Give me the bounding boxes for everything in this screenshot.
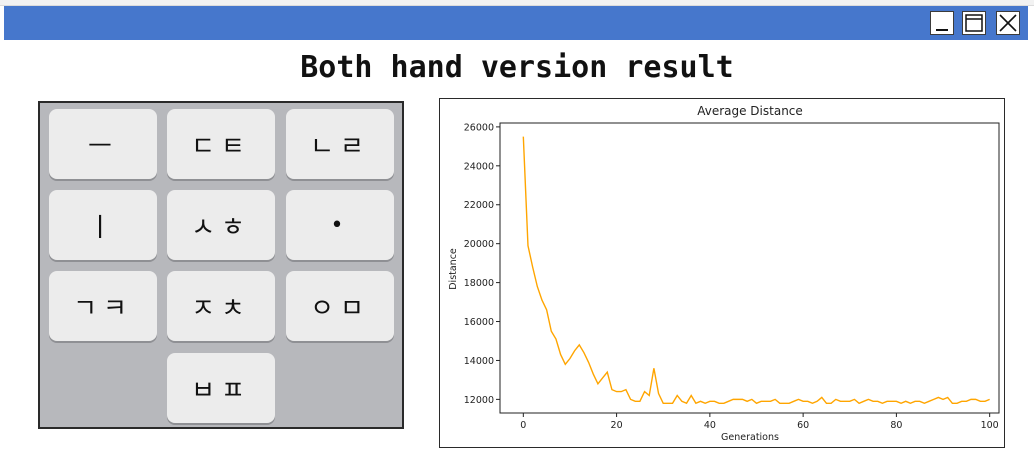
y-tick-label: 14000 — [464, 356, 494, 367]
x-tick-label: 80 — [890, 420, 902, 431]
window-titlebar — [4, 6, 1028, 40]
key-dot[interactable]: • — [286, 190, 394, 260]
top-edge — [0, 0, 1034, 6]
x-tick-label: 20 — [611, 420, 623, 431]
key-jieut-chieut[interactable]: ㅈㅊ — [167, 271, 275, 341]
key-eu[interactable]: ㅡ — [49, 109, 157, 179]
x-tick-label: 40 — [704, 420, 716, 431]
key-nieun-rieul[interactable]: ㄴㄹ — [286, 109, 394, 179]
y-tick-label: 18000 — [464, 278, 494, 289]
x-axis-label: Generations — [721, 432, 779, 443]
keyboard-panel: ㅡ ㄷㅌ ㄴㄹ ㅣ ㅅㅎ • ㄱㅋ ㅈㅊ ㅇㅁ ㅂㅍ — [38, 101, 404, 429]
series-line — [522, 136, 990, 405]
y-tick-label: 20000 — [464, 239, 494, 250]
x-tick-label: 100 — [981, 420, 999, 431]
close-button[interactable] — [996, 11, 1020, 35]
maximize-button[interactable] — [962, 11, 986, 35]
minimize-button[interactable] — [930, 11, 954, 35]
y-tick-label: 12000 — [464, 395, 494, 406]
chart-panel: Average Distance 12000 14000 16000 18000 200… — [439, 98, 1005, 448]
plot-area — [499, 122, 1000, 414]
close-icon — [999, 14, 1017, 32]
key-i[interactable]: ㅣ — [49, 190, 157, 260]
y-axis-label: Distance — [448, 248, 459, 290]
y-tick-label: 22000 — [464, 200, 494, 211]
key-giyeok-kieuk[interactable]: ㄱㅋ — [49, 271, 157, 341]
x-tick-label: 60 — [797, 420, 809, 431]
y-tick-label: 16000 — [464, 317, 494, 328]
key-digeut-tieut[interactable]: ㄷㅌ — [167, 109, 275, 179]
minimize-icon — [936, 29, 948, 31]
x-tick-label: 0 — [520, 420, 526, 431]
y-tick-label: 24000 — [464, 161, 494, 172]
key-siot-hieut[interactable]: ㅅㅎ — [167, 190, 275, 260]
average-distance-chart: Average Distance 12000140001600018000200… — [448, 104, 1000, 443]
page-title: Both hand version result — [300, 50, 734, 85]
key-bieup-pieup[interactable]: ㅂㅍ — [167, 353, 275, 423]
chart-title: Average Distance — [697, 104, 803, 118]
y-tick-label: 26000 — [464, 122, 494, 133]
key-ieung-mieum[interactable]: ㅇㅁ — [286, 271, 394, 341]
maximize-icon — [965, 14, 983, 32]
